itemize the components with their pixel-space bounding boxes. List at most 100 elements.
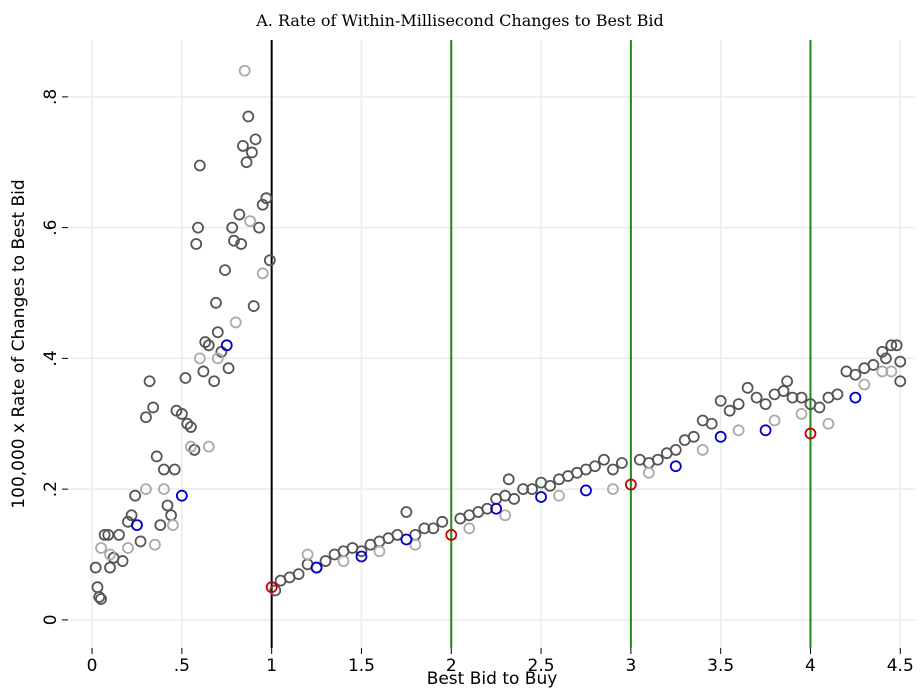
point — [147, 401, 160, 414]
point — [265, 581, 278, 594]
point — [544, 479, 556, 492]
x-tick-label: 0 — [87, 656, 98, 676]
point — [894, 375, 907, 388]
point — [714, 430, 727, 443]
point — [175, 408, 188, 420]
point — [849, 368, 862, 381]
point — [247, 300, 260, 312]
point — [759, 424, 772, 437]
point — [184, 440, 197, 453]
point — [237, 140, 249, 152]
point — [759, 398, 772, 411]
point — [263, 254, 276, 267]
point — [179, 372, 192, 384]
point — [228, 234, 240, 247]
point — [436, 515, 449, 528]
point — [337, 555, 350, 567]
point — [642, 466, 655, 479]
point — [211, 352, 224, 365]
point — [246, 146, 258, 159]
point — [310, 561, 323, 574]
point — [158, 463, 170, 476]
point — [705, 417, 718, 430]
point — [192, 221, 204, 234]
point — [355, 550, 368, 563]
point — [134, 535, 147, 548]
point — [226, 221, 239, 234]
point — [598, 453, 610, 466]
x-tick-label: 2.5 — [528, 656, 555, 676]
point — [95, 593, 107, 605]
point — [669, 460, 682, 473]
point — [373, 545, 386, 558]
point — [502, 473, 515, 486]
point — [355, 545, 368, 558]
point — [149, 538, 161, 551]
point — [175, 489, 188, 502]
point — [750, 391, 763, 404]
y-tick-label: .6 — [41, 220, 61, 236]
point — [885, 339, 898, 352]
point — [190, 238, 203, 250]
point — [188, 444, 201, 456]
point — [193, 352, 206, 365]
y-axis-title: 100,000 x Rate of Changes to Best Bid — [9, 179, 29, 508]
point — [140, 411, 152, 424]
point — [526, 483, 538, 496]
x-axis-title: Best Bid to Buy — [427, 669, 558, 689]
point — [714, 394, 727, 407]
point — [222, 362, 235, 375]
point — [256, 198, 269, 211]
x-tick-label: 3.5 — [707, 656, 734, 676]
point — [687, 430, 700, 443]
point — [122, 542, 134, 554]
point — [880, 352, 892, 365]
point — [229, 316, 242, 329]
point — [211, 326, 224, 339]
point — [427, 522, 440, 535]
x-tick-label: 1 — [266, 656, 277, 676]
point — [89, 561, 102, 574]
point — [768, 414, 781, 427]
point — [795, 408, 808, 420]
point — [125, 509, 138, 522]
point — [651, 453, 664, 466]
point — [723, 404, 736, 417]
point — [463, 522, 476, 535]
point — [867, 359, 880, 371]
point — [391, 528, 404, 541]
point — [193, 159, 206, 172]
point — [91, 581, 104, 594]
point — [445, 528, 458, 541]
point — [535, 491, 547, 503]
point — [104, 561, 116, 574]
point — [233, 208, 246, 221]
point — [168, 463, 181, 476]
point — [93, 591, 106, 603]
point — [831, 388, 844, 401]
point — [696, 444, 709, 456]
point — [98, 528, 111, 541]
point — [517, 483, 530, 496]
point — [242, 110, 255, 123]
y-tick-label: 0 — [41, 614, 61, 625]
point — [804, 427, 817, 440]
point — [219, 264, 231, 277]
point — [260, 192, 273, 205]
point — [184, 421, 197, 433]
point — [508, 493, 521, 505]
point — [220, 339, 233, 352]
point — [181, 417, 194, 430]
point — [249, 133, 262, 146]
point — [301, 548, 314, 561]
point — [253, 221, 265, 234]
x-tick-label: 3 — [625, 656, 636, 676]
point — [199, 336, 212, 348]
point — [409, 538, 422, 551]
point — [580, 484, 592, 497]
point — [161, 499, 174, 512]
point — [158, 483, 170, 496]
point — [885, 365, 898, 378]
point — [116, 555, 129, 567]
point — [129, 489, 142, 502]
